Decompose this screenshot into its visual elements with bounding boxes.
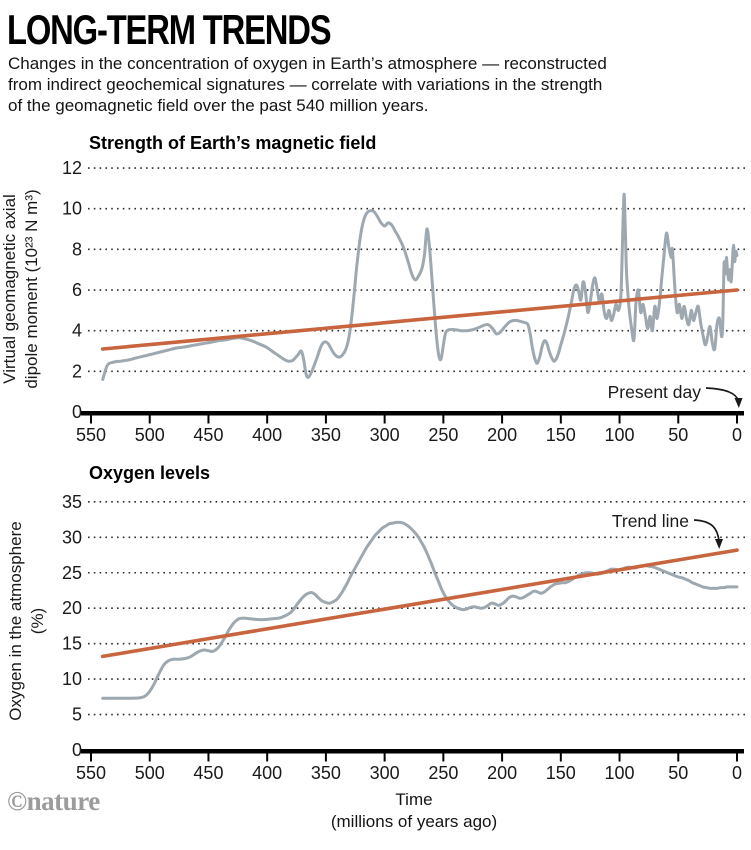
x-tick-label: 0 — [732, 763, 742, 783]
y-tick-label: 0 — [72, 740, 82, 760]
x-tick-label: 300 — [370, 763, 400, 783]
y-tick-label: 6 — [72, 280, 82, 300]
x-axis-line — [81, 749, 744, 754]
chart-title: Strength of Earth’s magnetic field — [89, 133, 376, 153]
subtitle-line-1: Changes in the concentration of oxygen i… — [8, 54, 607, 73]
subtitle-line-2: from indirect geochemical signatures — c… — [8, 75, 603, 94]
y-axis-title: Oxygen in the atmosphere — [6, 521, 25, 720]
data-series-line — [101, 520, 739, 700]
x-axis-line — [81, 411, 744, 416]
data-series-line — [101, 192, 739, 381]
y-tick-label: 0 — [72, 402, 82, 422]
x-axis-title-line-2: (millions of years ago) — [330, 812, 498, 831]
x-tick-label: 0 — [732, 425, 742, 445]
y-tick-label: 4 — [72, 321, 82, 341]
y-axis-title: (%) — [28, 608, 47, 634]
y-tick-label: 10 — [62, 199, 82, 219]
x-tick-label: 200 — [487, 763, 517, 783]
nature-logo: ©nature — [7, 786, 100, 816]
annotation-arrow — [705, 387, 740, 402]
y-tick-label: 10 — [62, 669, 82, 689]
x-axis-title-line-1: Time — [395, 790, 433, 809]
annotation-arrow — [693, 519, 720, 542]
x-tick-label: 400 — [252, 763, 282, 783]
x-tick-label: 100 — [605, 425, 635, 445]
x-tick-label: 200 — [487, 425, 517, 445]
x-tick-label: 150 — [546, 763, 576, 783]
x-tick-label: 400 — [252, 425, 282, 445]
y-tick-label: 8 — [72, 239, 82, 259]
x-tick-label: 500 — [135, 763, 165, 783]
annotation-label: Present day — [608, 382, 702, 402]
x-tick-label: 350 — [311, 763, 341, 783]
annotation-label: Trend line — [612, 511, 689, 531]
y-tick-label: 30 — [62, 527, 82, 547]
x-tick-label: 550 — [76, 763, 106, 783]
x-axis-title: Time (millions of years ago) — [264, 789, 564, 833]
trend-line — [100, 548, 739, 659]
y-tick-label: 35 — [62, 492, 82, 512]
x-tick-label: 100 — [605, 763, 635, 783]
x-tick-label: 250 — [428, 425, 458, 445]
y-tick-label: 20 — [62, 598, 82, 618]
trend-line — [100, 288, 739, 351]
y-tick-label: 2 — [72, 361, 82, 381]
y-axis-title: Virtual geomagnetic axial — [0, 194, 19, 384]
y-tick-label: 25 — [62, 563, 82, 583]
x-tick-label: 300 — [370, 425, 400, 445]
figure-title: LONG-TERM TRENDS — [7, 6, 332, 53]
annotation-arrowhead — [715, 539, 723, 549]
x-tick-label: 50 — [668, 425, 688, 445]
subtitle-line-3: of the geomagnetic field over the past 5… — [8, 96, 429, 115]
y-tick-label: 15 — [62, 634, 82, 654]
x-tick-label: 500 — [135, 425, 165, 445]
y-tick-label: 5 — [72, 705, 82, 725]
y-axis-title: dipole moment (10²³ N m³) — [22, 189, 41, 388]
x-tick-label: 350 — [311, 425, 341, 445]
x-tick-label: 250 — [428, 763, 458, 783]
chart-title: Oxygen levels — [89, 463, 210, 483]
annotation-arrowhead — [734, 398, 743, 408]
figure-subtitle: Changes in the concentration of oxygen i… — [8, 53, 607, 116]
y-tick-label: 12 — [62, 158, 82, 178]
x-tick-label: 50 — [668, 763, 688, 783]
x-tick-label: 450 — [193, 763, 223, 783]
x-tick-label: 550 — [76, 425, 106, 445]
x-tick-label: 150 — [546, 425, 576, 445]
x-tick-label: 450 — [193, 425, 223, 445]
